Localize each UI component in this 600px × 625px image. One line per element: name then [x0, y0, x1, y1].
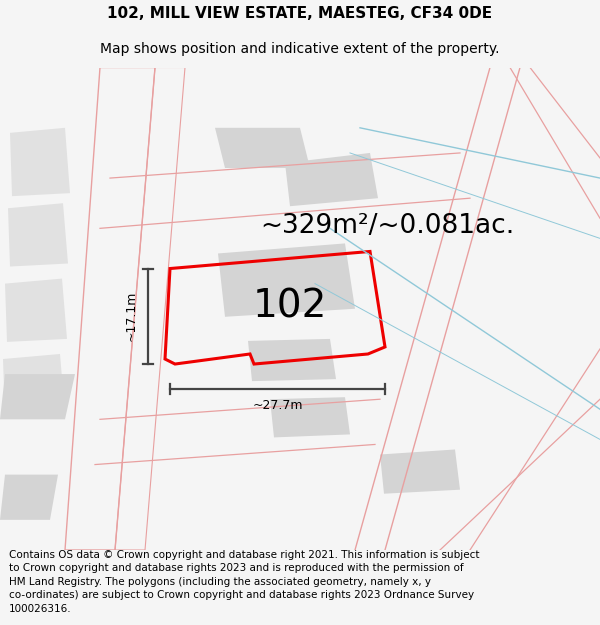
Text: Contains OS data © Crown copyright and database right 2021. This information is : Contains OS data © Crown copyright and d… — [9, 549, 479, 614]
Text: Map shows position and indicative extent of the property.: Map shows position and indicative extent… — [100, 42, 500, 56]
Polygon shape — [0, 374, 75, 419]
Text: ~329m²/~0.081ac.: ~329m²/~0.081ac. — [260, 213, 514, 239]
Polygon shape — [218, 243, 355, 317]
Polygon shape — [5, 279, 67, 342]
Polygon shape — [0, 474, 58, 520]
Text: ~27.7m: ~27.7m — [252, 399, 303, 412]
Polygon shape — [215, 128, 310, 168]
Polygon shape — [380, 449, 460, 494]
Polygon shape — [8, 203, 68, 266]
Polygon shape — [285, 153, 378, 206]
Text: ~17.1m: ~17.1m — [125, 291, 138, 341]
Polygon shape — [270, 398, 350, 437]
Polygon shape — [248, 339, 336, 381]
Polygon shape — [3, 354, 65, 418]
Polygon shape — [10, 128, 70, 196]
Text: 102: 102 — [253, 288, 327, 326]
Text: 102, MILL VIEW ESTATE, MAESTEG, CF34 0DE: 102, MILL VIEW ESTATE, MAESTEG, CF34 0DE — [107, 6, 493, 21]
